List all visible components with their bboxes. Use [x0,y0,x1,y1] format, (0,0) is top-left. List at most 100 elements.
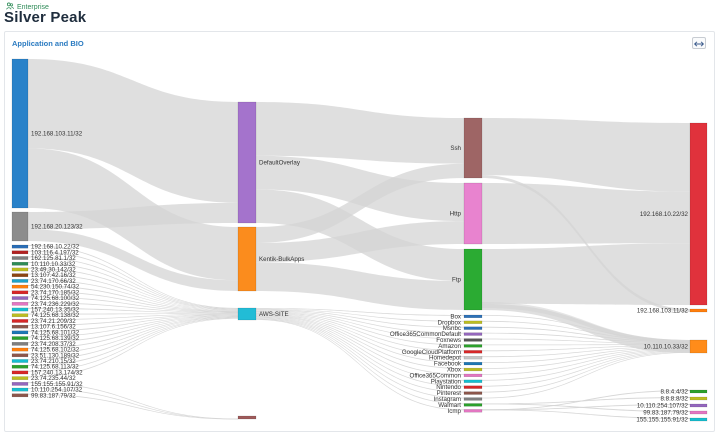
sankey-node-application[interactable] [463,379,483,383]
flow-link[interactable] [482,351,690,393]
sankey-node-source[interactable] [11,250,29,255]
sankey-node-source[interactable] [11,284,29,289]
flow-link[interactable] [482,349,690,381]
expand-button[interactable] [692,37,706,49]
flow-link[interactable] [482,345,690,352]
flow-link[interactable] [482,409,690,419]
sankey-node-source[interactable] [11,58,29,209]
sankey-node-destination[interactable] [689,308,708,313]
flow-link[interactable] [256,312,464,358]
flow-link[interactable] [482,397,690,405]
flow-link[interactable] [28,296,238,313]
flow-link[interactable] [482,350,690,387]
flow-link[interactable] [256,315,464,375]
flow-link[interactable] [256,155,464,222]
flow-link[interactable] [28,250,238,309]
sankey-node-application[interactable] [463,350,483,354]
sankey-node-source[interactable] [11,319,29,323]
flow-link[interactable] [28,318,238,378]
sankey-node-application[interactable] [463,338,483,342]
sankey-node-source[interactable] [11,330,29,335]
sankey-node-application[interactable] [463,362,483,366]
sankey-node-application[interactable] [463,344,483,348]
flow-link[interactable] [256,315,464,381]
sankey-node-application[interactable] [463,385,483,389]
flow-link[interactable] [28,317,238,372]
sankey-node-application[interactable] [463,326,483,330]
sankey-node-application[interactable] [463,182,483,245]
flow-link[interactable] [28,315,238,344]
sankey-node-source[interactable] [11,387,29,392]
flow-link[interactable] [28,316,238,361]
sankey-node-application[interactable] [463,367,483,372]
sankey-node-application[interactable] [463,248,483,311]
flow-link[interactable] [28,302,238,313]
flow-link[interactable] [256,221,464,263]
sankey-node-overlay[interactable] [237,226,257,292]
flow-link[interactable] [482,243,690,305]
flow-link[interactable] [28,245,238,309]
sankey-node-source[interactable] [11,370,29,375]
breadcrumb-label[interactable]: Enterprise [17,3,49,11]
flow-link[interactable] [482,338,690,345]
flow-link[interactable] [256,102,464,164]
sankey-node-source[interactable] [11,307,29,312]
flow-link[interactable] [482,404,690,411]
flow-link[interactable] [28,256,238,310]
sankey-node-source[interactable] [11,296,29,300]
flow-link[interactable] [28,316,238,355]
sankey-node-destination[interactable] [689,410,708,415]
flow-link[interactable] [482,183,690,244]
flow-link[interactable] [256,317,464,399]
sankey-node-source[interactable] [11,359,29,363]
flow-link[interactable] [482,347,690,369]
sankey-node-overlay[interactable] [237,415,257,420]
flow-link[interactable] [482,332,690,344]
sankey-node-source[interactable] [11,336,29,340]
flow-link[interactable] [256,318,464,405]
sankey-node-source[interactable] [11,353,29,358]
sankey-node-destination[interactable] [689,389,708,394]
sankey-node-source[interactable] [11,244,29,249]
flow-link[interactable] [28,382,238,420]
flow-link[interactable] [28,313,238,321]
flow-link[interactable] [256,310,464,340]
sankey-node-destination[interactable] [689,396,708,401]
flow-link[interactable] [482,118,690,192]
flow-link[interactable] [256,317,464,393]
flow-link[interactable] [256,314,464,369]
flow-link[interactable] [28,313,238,315]
flow-link[interactable] [482,320,690,342]
sankey-node-application[interactable] [463,403,483,407]
flow-link[interactable] [28,393,238,420]
flow-link[interactable] [256,319,464,411]
flow-link[interactable] [482,348,690,375]
sankey-node-source[interactable] [11,393,29,398]
flow-link[interactable] [256,311,464,346]
flow-link[interactable] [256,312,464,352]
flow-link[interactable] [28,262,238,310]
sankey-node-application[interactable] [463,397,483,401]
sankey-node-source[interactable] [11,211,29,242]
flow-link[interactable] [28,279,238,312]
sankey-node-application[interactable] [463,391,483,395]
sankey-node-application[interactable] [463,409,483,413]
flow-link[interactable] [482,352,690,399]
flow-link[interactable] [28,273,238,311]
sankey-node-application[interactable] [463,314,483,318]
sankey-node-source[interactable] [11,364,29,369]
sankey-node-overlay[interactable] [237,101,257,224]
flow-link[interactable] [256,313,464,363]
breadcrumb[interactable]: Enterprise [6,2,49,12]
sankey-node-source[interactable] [11,342,29,346]
flow-link[interactable] [482,175,690,312]
flow-link[interactable] [482,346,690,358]
sankey-node-destination[interactable] [689,339,708,354]
flow-link[interactable] [28,229,238,291]
flow-link[interactable] [482,326,690,343]
sankey-node-source[interactable] [11,261,29,266]
sankey-node-source[interactable] [11,324,29,329]
flow-link[interactable] [28,59,238,203]
flow-link[interactable] [256,308,464,322]
flow-link[interactable] [28,315,238,338]
